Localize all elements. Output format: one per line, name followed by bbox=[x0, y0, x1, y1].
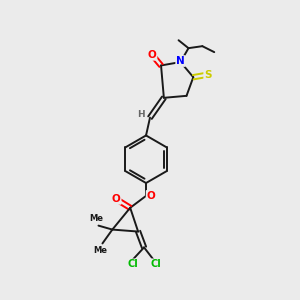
Text: S: S bbox=[204, 70, 212, 80]
Text: Me: Me bbox=[89, 214, 103, 223]
Text: Me: Me bbox=[94, 246, 107, 255]
Text: Cl: Cl bbox=[128, 259, 139, 269]
Text: N: N bbox=[176, 56, 185, 66]
Text: Cl: Cl bbox=[151, 259, 161, 269]
Text: O: O bbox=[148, 50, 157, 60]
Text: O: O bbox=[147, 191, 155, 201]
Text: H: H bbox=[137, 110, 145, 119]
Text: O: O bbox=[112, 194, 121, 204]
